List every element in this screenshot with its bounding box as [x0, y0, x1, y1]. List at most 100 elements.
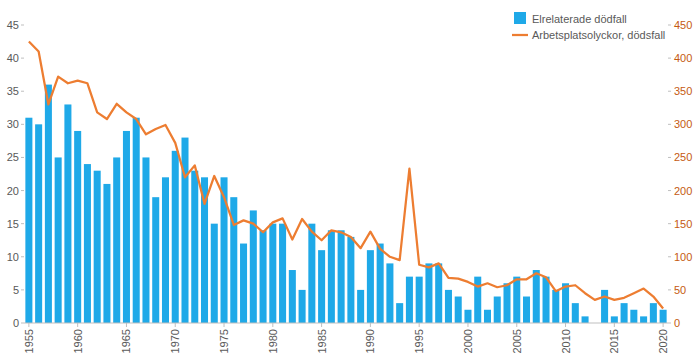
y2-tick-label: 0	[674, 317, 680, 329]
x-tick-label: 2005	[511, 329, 523, 353]
bar	[503, 283, 510, 323]
bar	[367, 250, 374, 323]
y2-tick	[668, 223, 671, 224]
bar	[260, 230, 267, 323]
bar	[55, 157, 62, 323]
y-tick	[21, 25, 24, 26]
y-tick	[21, 289, 24, 290]
bar	[474, 277, 481, 323]
y-tick-label: 5	[13, 284, 19, 296]
chart: 0510152025303540450501001502002503003504…	[0, 0, 700, 357]
bar	[338, 230, 345, 323]
bar	[191, 171, 198, 323]
bar	[35, 124, 42, 323]
y-tick-label: 25	[7, 151, 19, 163]
bar	[142, 157, 149, 323]
y-tick-label: 10	[7, 251, 19, 263]
bar	[425, 263, 432, 323]
bar	[123, 131, 130, 323]
bar	[660, 310, 667, 323]
legend-label: Elrelaterade dödfall	[532, 13, 627, 25]
x-tick-label: 2000	[462, 329, 474, 353]
x-tick	[175, 323, 176, 327]
y2-tick-label: 250	[674, 151, 692, 163]
y2-tick	[668, 157, 671, 158]
x-tick-label: 1965	[120, 329, 132, 353]
bar	[455, 297, 462, 323]
y2-tick	[668, 256, 671, 257]
bar	[269, 224, 276, 323]
bar	[494, 297, 501, 323]
y-tick-label: 35	[7, 85, 19, 97]
y2-tick-label: 100	[674, 251, 692, 263]
x-tick-label: 1990	[364, 329, 376, 353]
bar	[552, 290, 559, 323]
y-tick	[21, 157, 24, 158]
y2-tick	[668, 124, 671, 125]
bar	[640, 316, 647, 323]
x-tick	[321, 323, 322, 327]
y2-tick-label: 200	[674, 185, 692, 197]
y-tick	[21, 190, 24, 191]
bar	[25, 118, 32, 323]
legend-swatch	[512, 34, 528, 36]
y2-tick	[668, 289, 671, 290]
x-tick	[614, 323, 615, 327]
bar	[240, 244, 247, 323]
y-tick	[21, 323, 24, 324]
bar	[416, 277, 423, 323]
x-tick	[565, 323, 566, 327]
bar	[172, 151, 179, 323]
x-tick	[28, 323, 29, 327]
y2-tick	[668, 58, 671, 59]
bar	[152, 197, 159, 323]
y2-tick-label: 300	[674, 118, 692, 130]
y-tick-label: 30	[7, 118, 19, 130]
x-tick	[224, 323, 225, 327]
y2-tick-label: 50	[674, 284, 686, 296]
x-tick-label: 1955	[23, 329, 35, 353]
y-tick	[21, 58, 24, 59]
bar	[533, 270, 540, 323]
bar	[464, 310, 471, 323]
bar	[211, 224, 218, 323]
plot-area	[25, 42, 666, 323]
bar	[523, 297, 530, 323]
y2-tick	[668, 323, 671, 324]
bar	[406, 277, 413, 323]
x-tick	[126, 323, 127, 327]
y2-tick	[668, 25, 671, 26]
bar	[279, 224, 286, 323]
bar	[386, 263, 393, 323]
x-tick	[516, 323, 517, 327]
y2-tick-label: 150	[674, 218, 692, 230]
y-tick-label: 15	[7, 218, 19, 230]
bar	[396, 303, 403, 323]
y-tick	[21, 91, 24, 92]
x-tick-label: 1980	[267, 329, 279, 353]
bar	[513, 277, 520, 323]
y-tick-label: 40	[7, 52, 19, 64]
bar	[562, 283, 569, 323]
y2-tick	[668, 190, 671, 191]
bar	[543, 277, 550, 323]
y2-tick-label: 400	[674, 52, 692, 64]
bar	[347, 237, 354, 323]
x-tick-label: 1985	[316, 329, 328, 353]
bar	[601, 290, 608, 323]
bar	[611, 316, 618, 323]
y-tick-label: 45	[7, 19, 19, 31]
x-tick	[663, 323, 664, 327]
y2-tick-label: 350	[674, 85, 692, 97]
x-tick-label: 1960	[72, 329, 84, 353]
x-tick-label: 2020	[657, 329, 669, 353]
x-tick	[272, 323, 273, 327]
x-tick	[77, 323, 78, 327]
bar	[328, 230, 335, 323]
bar	[289, 270, 296, 323]
y-tick-label: 0	[13, 317, 19, 329]
bar	[377, 244, 384, 323]
bar	[74, 131, 81, 323]
bar	[308, 224, 315, 323]
bar	[162, 177, 169, 323]
